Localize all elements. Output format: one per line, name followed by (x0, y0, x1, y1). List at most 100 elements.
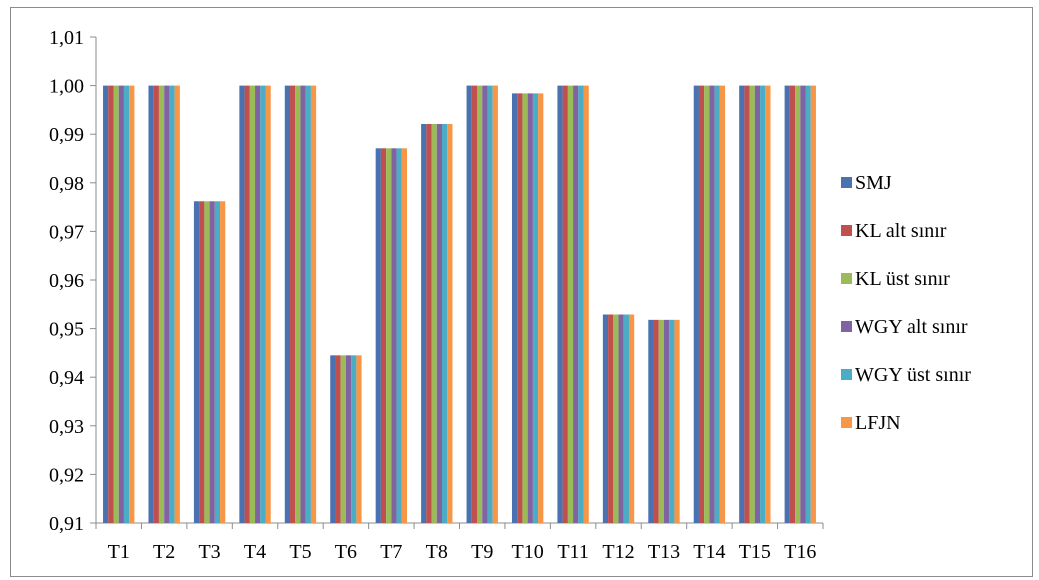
bar (340, 355, 346, 523)
bar (658, 319, 664, 523)
bar (628, 314, 635, 523)
legend-label: WGY üst sınır (855, 364, 971, 386)
y-tick-label: 0,91 (49, 513, 84, 535)
x-tick-label: T8 (426, 541, 448, 563)
bar (391, 148, 397, 524)
bar (583, 85, 589, 523)
bar (164, 85, 170, 523)
bar (805, 85, 811, 523)
bar (103, 85, 109, 523)
legend-label: SMJ (855, 172, 892, 194)
y-tick-label: 0,94 (49, 367, 84, 389)
bar (471, 85, 477, 523)
bar (557, 85, 563, 523)
bar (396, 148, 402, 524)
bar (284, 85, 291, 523)
bar (351, 355, 357, 523)
bar (305, 85, 311, 523)
bar (335, 355, 341, 523)
bar (436, 123, 443, 524)
bar (573, 85, 579, 523)
bar (810, 85, 816, 523)
x-tick-label: T3 (198, 541, 220, 563)
bar (442, 123, 448, 524)
bar (739, 85, 745, 523)
bar (169, 85, 175, 523)
bar (447, 123, 453, 524)
y-tick-label: 0,96 (49, 270, 84, 292)
x-tick-label: T16 (784, 541, 816, 563)
bar (482, 85, 488, 523)
bar (704, 85, 710, 523)
bar (527, 93, 533, 523)
bar (239, 85, 245, 523)
bar (426, 123, 432, 524)
bar (618, 314, 624, 523)
bar (613, 314, 619, 523)
bar-chart: 0,91 0,92 0,93 0,94 0,95 0,96 0,97 0,98 0,99 1,00… (49, 27, 971, 563)
bar (698, 85, 705, 523)
bar (356, 355, 362, 523)
x-tick-label: T1 (108, 541, 130, 563)
bar (669, 319, 675, 523)
bar (123, 85, 130, 523)
bar (310, 85, 317, 523)
bar (517, 93, 523, 523)
bar (108, 85, 114, 523)
y-tick-label: 0,99 (49, 124, 84, 146)
bar (290, 85, 296, 523)
legend-swatch (841, 369, 852, 380)
legend-swatch (841, 417, 852, 428)
y-tick-label: 0,93 (49, 416, 84, 438)
bar (330, 355, 336, 523)
bar (244, 85, 250, 523)
bar (765, 85, 771, 523)
legend-label: KL alt sınır (855, 220, 947, 242)
bar (255, 85, 261, 523)
bar (532, 93, 539, 523)
bar (214, 201, 221, 523)
legend-swatch (841, 225, 852, 236)
bar (492, 85, 498, 523)
bar (466, 85, 472, 523)
bar (249, 85, 256, 523)
bar (487, 85, 493, 523)
x-tick-label: T4 (244, 541, 266, 563)
bar (653, 319, 659, 523)
bar (789, 85, 796, 523)
bar (209, 201, 215, 523)
bar (199, 201, 205, 523)
bar (295, 85, 301, 523)
bar (265, 85, 271, 523)
bar (749, 85, 755, 523)
x-tick-label: T5 (289, 541, 311, 563)
bar (522, 93, 528, 523)
bar (300, 85, 306, 523)
y-tick-label: 0,98 (49, 173, 84, 195)
legend-label: KL üst sınır (855, 268, 950, 290)
x-tick-label: T14 (693, 541, 725, 563)
y-tick-label: 0,92 (49, 464, 84, 486)
bar (714, 85, 720, 523)
bar (260, 85, 266, 523)
bar (220, 201, 226, 523)
x-tick-label: T11 (557, 541, 588, 563)
x-tick-label: T2 (153, 541, 175, 563)
x-tick-label: T7 (380, 541, 402, 563)
bar (567, 85, 574, 523)
x-tick-label: T10 (512, 541, 544, 563)
bar (648, 319, 654, 523)
bar (623, 314, 629, 523)
bar (538, 93, 544, 523)
bar (153, 85, 159, 523)
bar (693, 85, 699, 523)
bar (401, 148, 408, 524)
bar (784, 85, 790, 523)
bar (602, 314, 609, 523)
bar (113, 85, 119, 523)
bar (578, 85, 584, 523)
bar (476, 85, 483, 523)
legend-swatch (841, 321, 852, 332)
bar (663, 319, 670, 523)
bar (129, 85, 135, 523)
